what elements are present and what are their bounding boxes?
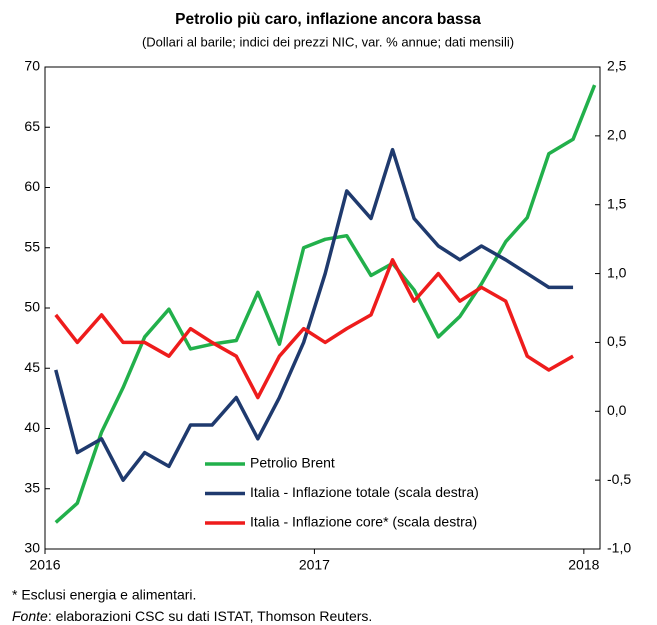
y2-tick-label: 1,5 (607, 195, 627, 211)
y-tick-label: 50 (24, 299, 40, 315)
series-line (54, 258, 574, 400)
plot-frame (44, 66, 601, 550)
series-line (54, 147, 574, 482)
y2-tick-label: 0,5 (607, 333, 627, 349)
source: Fonte: elaborazioni CSC su dati ISTAT, T… (12, 608, 372, 624)
y-tick-label: 30 (24, 540, 40, 556)
chart-title: Petrolio più caro, inflazione ancora bas… (175, 11, 481, 28)
y2-tick-label: -0,5 (607, 471, 631, 487)
x-tick-label: 2017 (299, 557, 330, 573)
y2-tick-label: -1,0 (607, 540, 631, 556)
y-tick-label: 40 (24, 419, 40, 435)
y-tick-label: 60 (24, 178, 40, 194)
series-line (54, 84, 597, 524)
x-tick-label: 2018 (568, 557, 599, 573)
source-label: Fonte (12, 608, 48, 624)
y2-tick-label: 1,0 (607, 264, 627, 280)
y-tick-label: 35 (24, 479, 40, 495)
legend-label: Petrolio Brent (250, 455, 335, 471)
y2-tick-label: 2,5 (607, 58, 627, 74)
x-tick-label: 2016 (29, 557, 60, 573)
footnote: * Esclusi energia e alimentari. (12, 587, 196, 603)
legend-label: Italia - Inflazione totale (scala destra… (250, 484, 479, 500)
chart-subtitle: (Dollari al barile; indici dei prezzi NI… (142, 34, 514, 49)
source-text: : elaborazioni CSC su dati ISTAT, Thomso… (48, 608, 372, 624)
y-tick-label: 65 (24, 118, 40, 134)
legend-label: Italia - Inflazione core* (scala destra) (250, 514, 477, 530)
y-tick-label: 55 (24, 238, 40, 254)
y-tick-label: 70 (24, 58, 40, 74)
y-tick-label: 45 (24, 359, 40, 375)
y2-tick-label: 2,0 (607, 127, 627, 143)
y2-tick-label: 0,0 (607, 402, 627, 418)
